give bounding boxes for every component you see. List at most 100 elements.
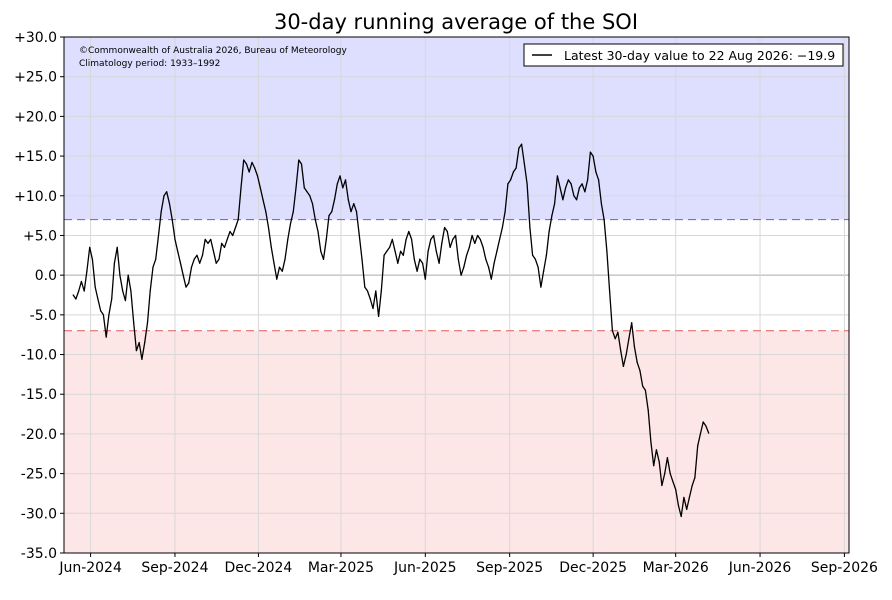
series-point — [218, 258, 220, 260]
series-point — [265, 211, 267, 213]
series-point — [366, 290, 369, 292]
series-point — [105, 336, 107, 338]
series-point — [386, 250, 388, 252]
series-point — [397, 262, 399, 264]
series-point — [595, 171, 597, 173]
series-point — [628, 338, 630, 340]
series-layer — [72, 143, 710, 518]
series-point — [188, 282, 190, 284]
series-point — [83, 290, 85, 292]
series-point — [408, 230, 410, 233]
y-tick-label: +30.0 — [14, 30, 57, 46]
series-point — [642, 385, 644, 387]
x-tick-label: Jun-2026 — [728, 560, 792, 576]
series-point — [644, 389, 647, 391]
series-point — [620, 349, 622, 352]
series-point — [655, 449, 658, 451]
series-point — [449, 246, 451, 248]
series-point — [611, 330, 613, 332]
series-point — [339, 175, 341, 177]
series-point — [317, 230, 319, 233]
x-tick-label: Mar-2026 — [643, 560, 709, 576]
series-point — [537, 266, 539, 268]
series-point — [311, 203, 314, 205]
x-tick-label: Sep-2026 — [811, 560, 878, 576]
series-point — [504, 211, 506, 213]
series-point — [223, 246, 226, 248]
series-point — [697, 445, 699, 447]
series-point — [468, 246, 470, 248]
series-point — [705, 425, 707, 427]
series-point — [289, 222, 292, 225]
series-point — [364, 286, 366, 288]
series-point — [518, 147, 520, 149]
series-point — [499, 238, 501, 241]
x-tick-label: Mar-2025 — [308, 560, 374, 576]
series-point — [259, 187, 261, 189]
y-tick-label: -5.0 — [30, 308, 57, 324]
series-point — [430, 238, 432, 241]
series-point — [254, 167, 256, 169]
series-point — [320, 250, 322, 252]
y-tick-label: -15.0 — [21, 387, 57, 403]
series-point — [146, 322, 149, 324]
series-point — [540, 286, 542, 288]
x-tick-label: Jun-2025 — [393, 560, 457, 576]
series-point — [270, 246, 272, 248]
series-point — [578, 187, 580, 189]
series-point — [358, 234, 360, 237]
series-point — [493, 262, 495, 264]
series-point — [309, 195, 311, 197]
series-point — [454, 234, 457, 237]
series-point — [163, 195, 165, 197]
series-point — [587, 179, 589, 181]
series-point — [97, 298, 99, 300]
series-point — [452, 238, 454, 241]
series-point — [80, 280, 83, 283]
x-tick-label: Jun-2024 — [58, 560, 122, 576]
series-point — [369, 298, 371, 300]
series-point — [457, 258, 459, 260]
series-point — [653, 465, 655, 467]
series-point — [78, 290, 80, 292]
series-point — [325, 238, 327, 241]
series-point — [141, 358, 143, 360]
series-point — [661, 484, 663, 487]
series-point — [567, 179, 569, 181]
series-point — [556, 175, 558, 177]
series-point — [179, 262, 182, 264]
series-point — [496, 250, 498, 252]
series-point — [245, 163, 248, 165]
series-point — [256, 175, 259, 177]
series-point — [251, 161, 253, 164]
series-point — [416, 270, 418, 272]
series-point — [600, 203, 602, 205]
series-point — [124, 299, 127, 302]
el-nino-band — [64, 330, 849, 553]
series-point — [350, 211, 352, 213]
y-tick-label: +5.0 — [23, 228, 57, 244]
series-point — [190, 266, 193, 268]
series-point — [614, 338, 616, 340]
series-point — [331, 211, 333, 213]
series-point — [152, 266, 154, 268]
series-point — [380, 290, 382, 292]
series-point — [377, 315, 380, 318]
series-point — [138, 342, 140, 344]
series-point — [510, 179, 512, 181]
series-point — [592, 155, 594, 157]
series-point — [532, 254, 534, 256]
series-point — [463, 266, 465, 268]
series-point — [207, 242, 209, 244]
series-point — [212, 250, 215, 252]
series-point — [521, 143, 523, 145]
series-point — [639, 369, 641, 372]
series-point — [248, 171, 250, 173]
series-point — [221, 242, 223, 244]
series-point — [287, 238, 289, 241]
series-point — [691, 484, 693, 487]
series-point — [476, 234, 479, 237]
series-point — [295, 187, 297, 189]
series-point — [545, 254, 547, 256]
series-point — [229, 230, 231, 233]
